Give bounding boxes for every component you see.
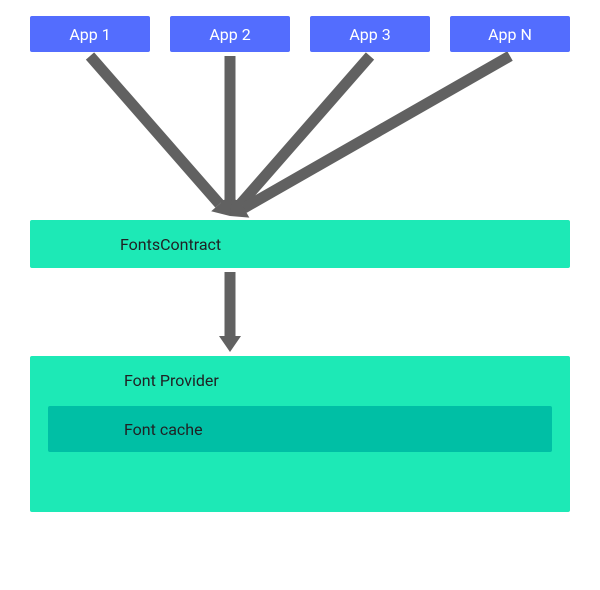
app-label: App N [488,25,532,44]
app-box-n: App N [450,16,570,52]
font-cache-box: Font cache [48,406,552,452]
app-label: App 1 [69,25,110,44]
font-provider-label: Font Provider [124,371,219,390]
apps-row: App 1 App 2 App 3 App N [0,16,600,52]
font-provider-label-row: Font Provider [30,356,570,404]
fan-in-arrows-area [0,52,600,220]
app-box-1: App 1 [30,16,150,52]
app-label: App 2 [209,25,250,44]
fonts-contract-layer: FontsContract [30,220,570,268]
contract-to-provider-arrow-area [0,268,600,356]
app-label: App 3 [349,25,390,44]
app-box-2: App 2 [170,16,290,52]
font-provider-block: Font Provider Font cache [30,356,570,512]
fan-in-arrows [0,52,600,220]
fonts-contract-label: FontsContract [120,235,221,254]
app-box-3: App 3 [310,16,430,52]
down-arrow [0,268,600,356]
font-cache-label: Font cache [124,420,203,439]
